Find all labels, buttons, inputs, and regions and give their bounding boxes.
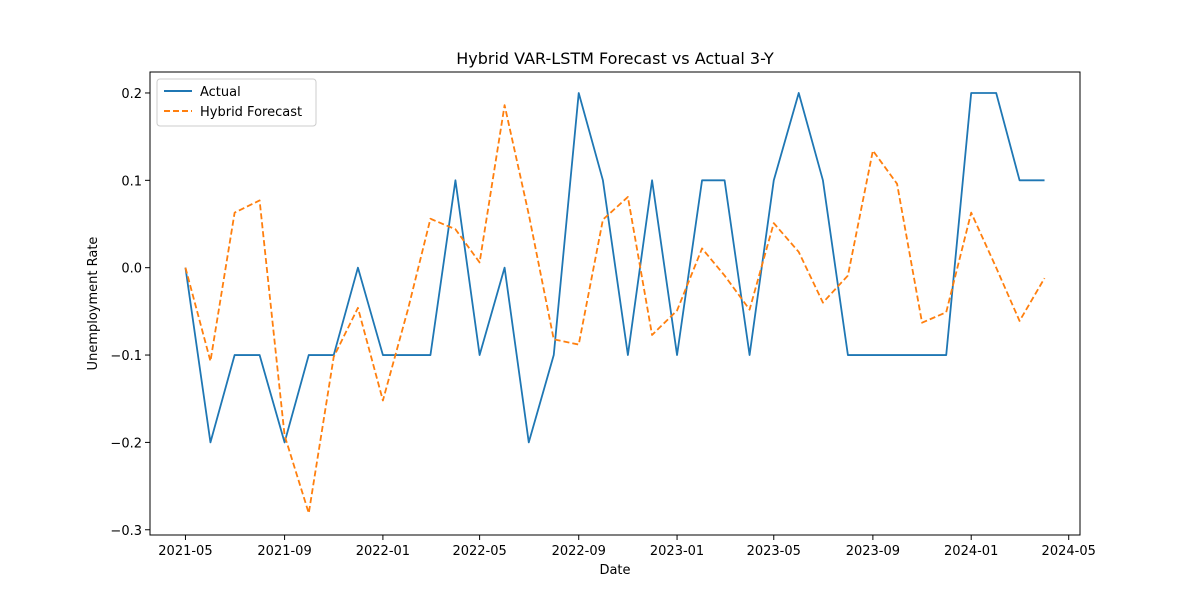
x-tick-label: 2023-09: [846, 544, 900, 559]
x-tick-label: 2021-05: [158, 544, 212, 559]
legend: Actual Hybrid Forecast: [156, 78, 317, 127]
chart-title: Hybrid VAR-LSTM Forecast vs Actual 3-Y: [456, 49, 774, 68]
y-tick-label: 0.2: [121, 87, 142, 102]
y-tick-label: −0.1: [110, 349, 142, 364]
series-line-actual: [184, 92, 1045, 444]
series-line-hybrid-forecast: [184, 104, 1046, 515]
x-axis-label: Date: [599, 563, 630, 578]
x-tick-label: 2021-09: [257, 544, 311, 559]
x-tick-label: 2022-01: [356, 544, 410, 559]
x-tick-label: 2024-01: [944, 544, 998, 559]
plot-lines: [184, 92, 1046, 515]
x-tick-label: 2023-01: [650, 544, 704, 559]
y-axis-label: Unemployment Rate: [86, 237, 101, 371]
y-tick-label: −0.2: [110, 436, 142, 451]
x-tick-label: 2023-05: [747, 544, 801, 559]
x-axis-ticks: 2021-05 2021-09 2022-01 2022-05 2022-09 2023-…: [158, 535, 1096, 559]
y-tick-label: −0.3: [110, 524, 142, 539]
x-tick-label: 2022-09: [552, 544, 606, 559]
legend-box: [156, 78, 317, 127]
legend-label-hybrid-forecast: Hybrid Forecast: [200, 105, 302, 120]
x-tick-label: 2024-05: [1042, 544, 1096, 559]
y-tick-label: 0.1: [121, 174, 142, 189]
plot-frame: [149, 71, 1081, 536]
x-tick-label: 2022-05: [452, 544, 506, 559]
legend-label-actual: Actual: [200, 85, 241, 100]
y-axis-ticks: −0.3 −0.2 −0.1 0.0 0.1 0.2: [110, 87, 150, 539]
y-tick-label: 0.0: [121, 262, 142, 277]
